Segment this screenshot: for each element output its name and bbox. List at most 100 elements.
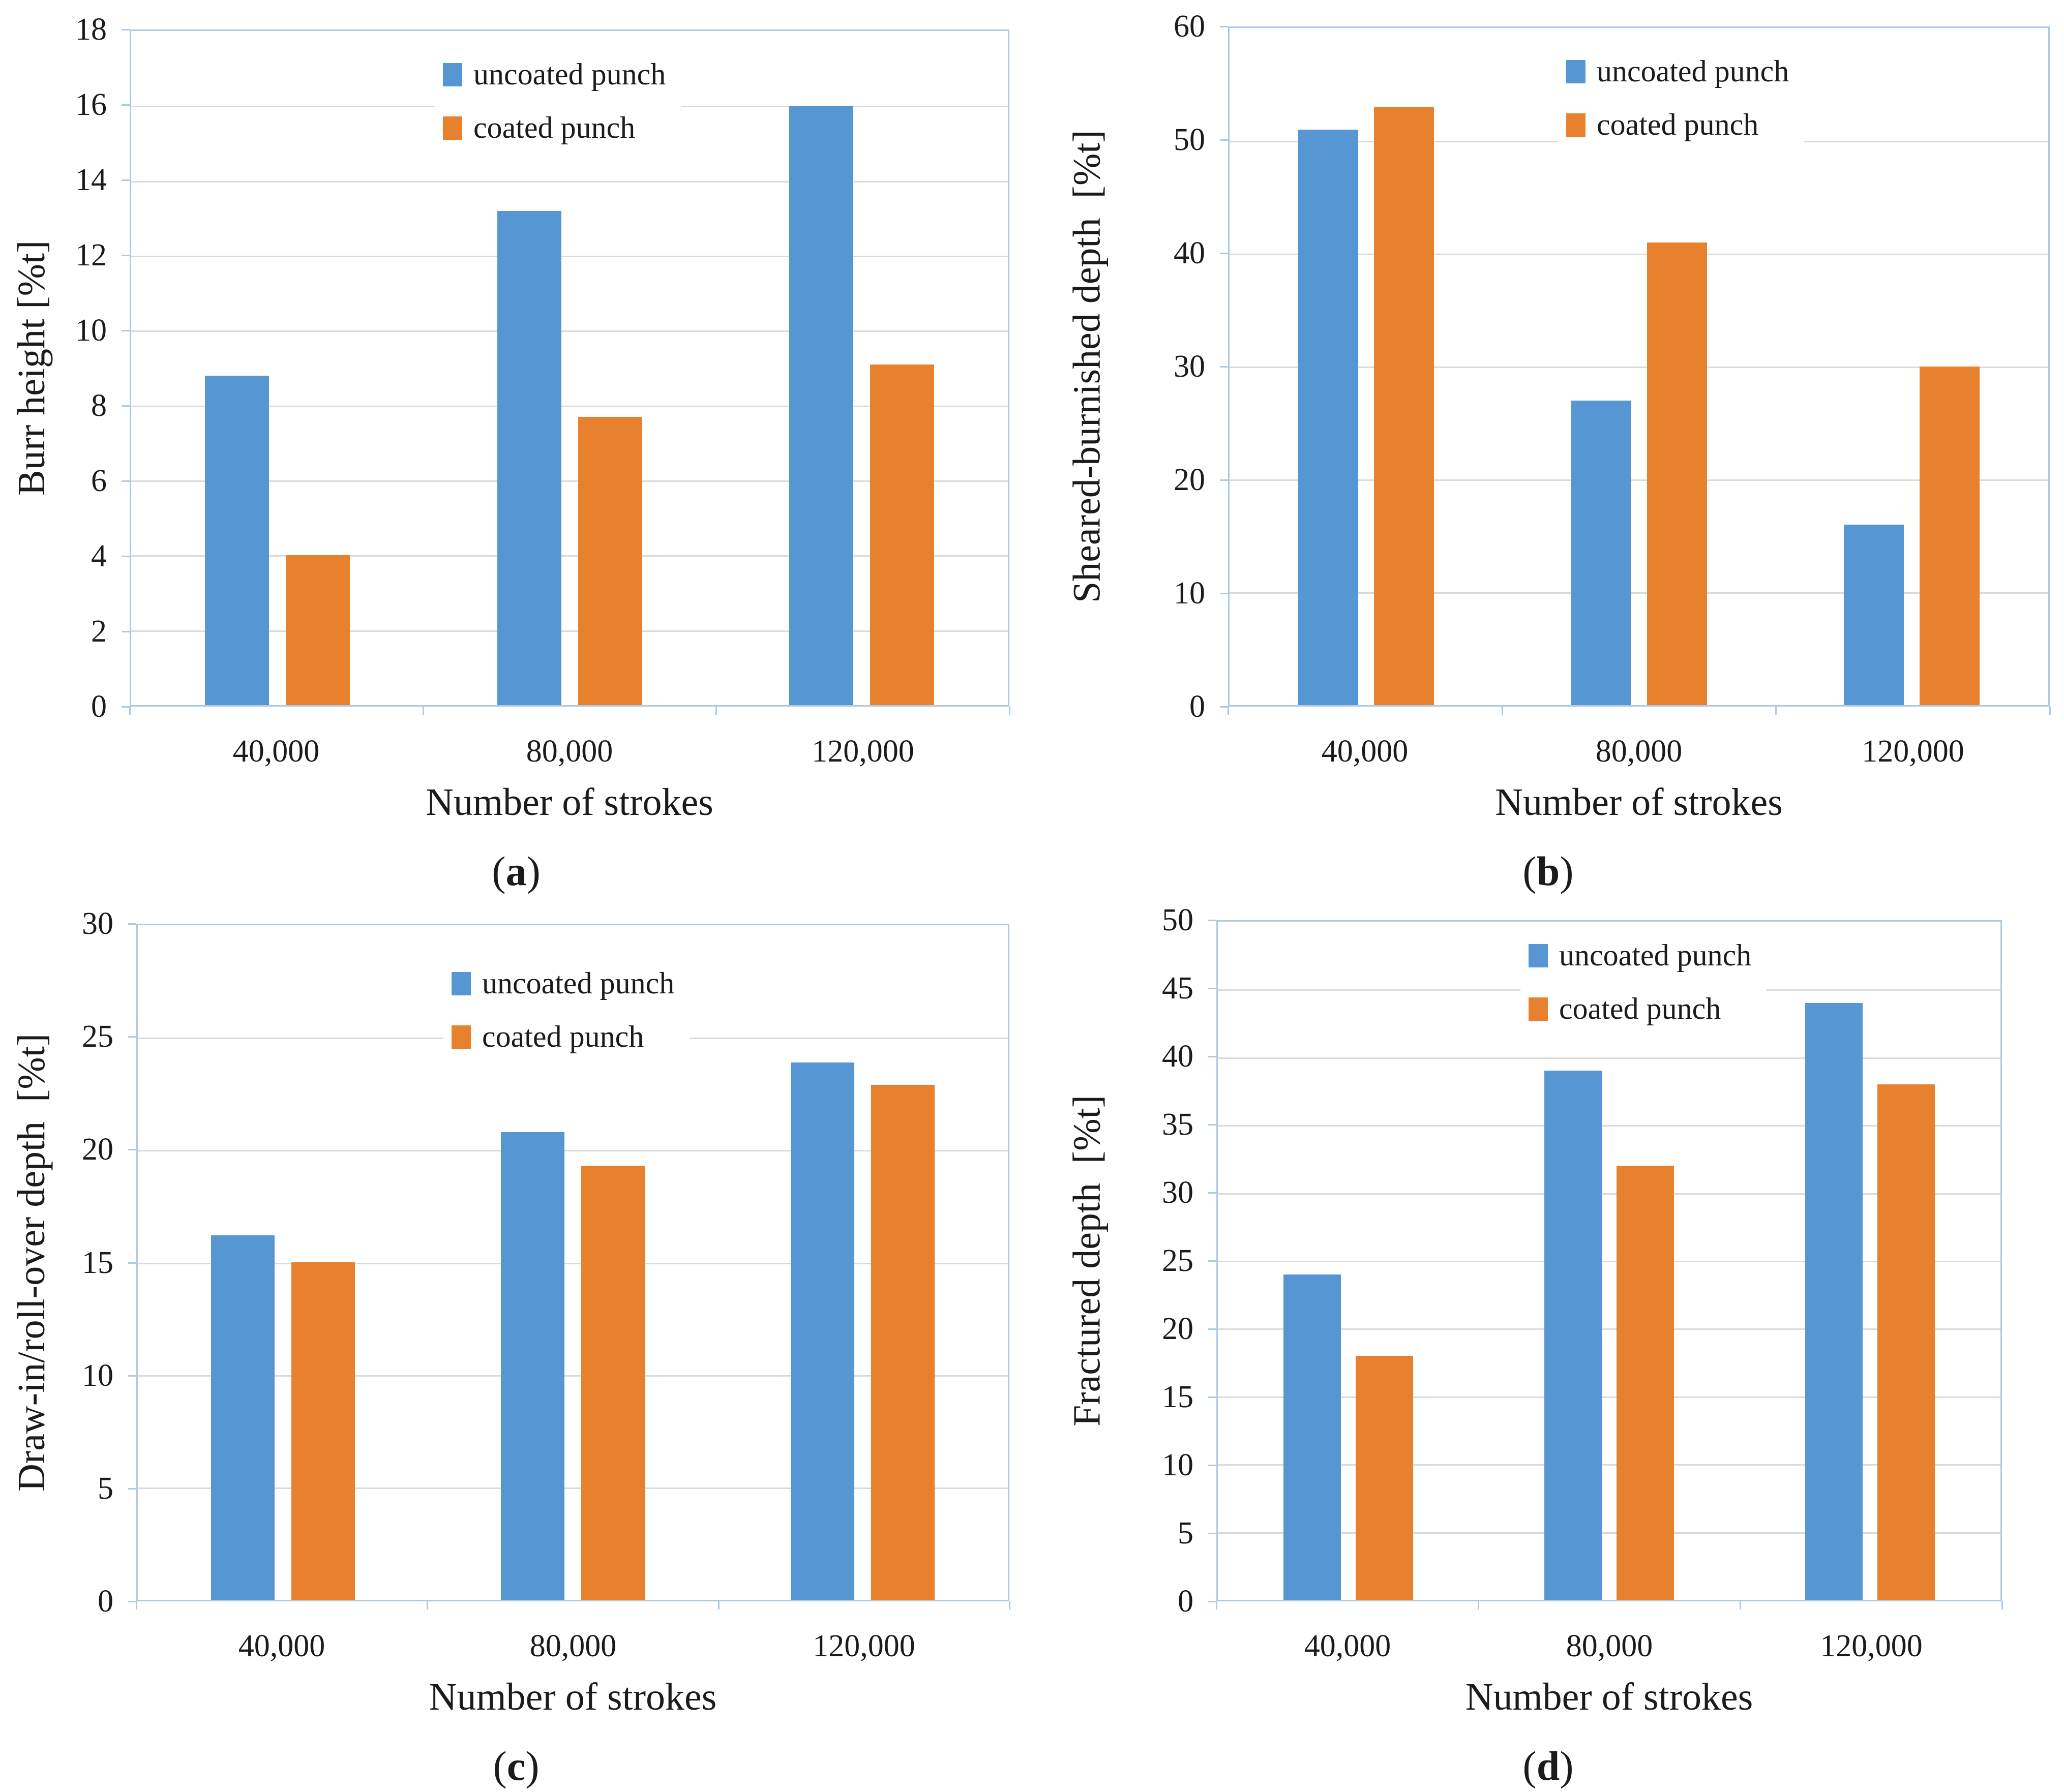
plot-area: uncoated punch coated punch: [1216, 920, 2002, 1601]
legend-item-uncoated-punch: uncoated punch: [443, 58, 666, 90]
x-tick-mark: [136, 1601, 137, 1609]
y-tick-mark: [1208, 1533, 1216, 1534]
y-tick-label: 45: [1162, 971, 1193, 1006]
legend-swatch-coated-icon: [452, 1025, 471, 1049]
y-tick-mark: [122, 330, 130, 331]
panel-letter-char: c: [506, 1743, 526, 1789]
x-tick-label: 40,000: [1304, 1629, 1391, 1663]
panel-letter-paren-open: (: [493, 1743, 507, 1789]
legend-item-coated-punch: coated punch: [452, 1021, 674, 1053]
bar-coated-40-000: [1374, 107, 1434, 705]
x-tick-label: 80,000: [1595, 734, 1683, 769]
x-tick-label: 80,000: [1566, 1629, 1653, 1663]
gridline: [131, 330, 1008, 332]
gridline: [1230, 367, 2048, 368]
x-tick-mark: [1009, 707, 1010, 715]
bar-uncoated-80-000: [1571, 401, 1631, 705]
x-tick-label: 120,000: [1862, 734, 1964, 769]
y-tick-mark: [1208, 1601, 1216, 1602]
legend-swatch-coated-icon: [1566, 113, 1586, 137]
y-tick-label: 35: [1162, 1107, 1193, 1142]
bar-coated-40-000: [286, 555, 350, 705]
x-axis-title: Number of strokes: [1465, 1676, 1753, 1718]
panel-letter-paren-close: ): [525, 1743, 540, 1789]
legend-label: uncoated punch: [1597, 54, 1789, 88]
y-tick-mark: [1208, 1260, 1216, 1262]
panel-c: uncoated punch coated punch 0 5 10 15 20 25 30 40…: [0, 896, 1032, 1792]
x-tick-mark: [2049, 707, 2051, 715]
x-tick-mark: [1009, 1601, 1010, 1609]
legend-item-uncoated-punch: uncoated punch: [1529, 939, 1751, 971]
y-tick-mark: [122, 556, 130, 557]
x-axis-title: Number of strokes: [429, 1676, 717, 1718]
y-tick-label: 60: [1174, 9, 1205, 44]
y-tick-mark: [1208, 1124, 1216, 1126]
y-tick-label: 0: [91, 689, 107, 724]
panel-letter-char: b: [1536, 848, 1560, 894]
gridline: [138, 1375, 1008, 1377]
bar-coated-40-000: [291, 1262, 355, 1600]
panel-letter-paren-open: (: [1522, 1743, 1537, 1789]
x-tick-label: 120,000: [813, 1629, 915, 1663]
y-tick-label: 5: [1178, 1516, 1193, 1551]
y-tick-mark: [122, 405, 130, 407]
legend-label: coated punch: [1559, 992, 1721, 1025]
y-tick-label: 30: [82, 906, 113, 941]
gridline: [1218, 1328, 2000, 1330]
bar-uncoated-40-000: [1298, 130, 1358, 705]
y-tick-label: 10: [82, 1358, 113, 1393]
panel-letter-paren-close: ): [526, 848, 541, 894]
y-tick-mark: [1208, 1192, 1216, 1194]
bar-coated-80-000: [1647, 242, 1707, 705]
x-tick-mark: [1228, 707, 1229, 715]
gridline: [131, 480, 1008, 482]
legend: uncoated punch coated punch: [1520, 932, 1767, 1036]
panel-letter-paren-close: ): [1560, 1743, 1574, 1789]
y-tick-mark: [1208, 1328, 1216, 1330]
legend-label: coated punch: [482, 1020, 644, 1053]
y-tick-label: 30: [1162, 1175, 1193, 1210]
gridline: [1230, 592, 2048, 594]
y-tick-mark: [1220, 479, 1228, 481]
x-tick-label: 80,000: [526, 734, 613, 769]
legend-swatch-uncoated-icon: [443, 63, 462, 86]
bar-coated-120-000: [871, 1085, 935, 1600]
panel-b: uncoated punch coated punch 0 10 20 30 40 50 60 4…: [1032, 0, 2064, 896]
y-tick-label: 10: [75, 313, 107, 348]
x-tick-mark: [423, 707, 424, 715]
x-tick-mark: [129, 707, 131, 715]
y-axis-title: Draw-in/roll-over depth [%t]: [10, 1033, 53, 1492]
legend-swatch-uncoated-icon: [1529, 944, 1548, 967]
y-axis-title: Burr height [%t]: [10, 240, 53, 496]
panel-letter-char: a: [505, 848, 527, 894]
gridline: [138, 1263, 1008, 1264]
plot-area: uncoated punch coated punch: [136, 924, 1009, 1601]
y-tick-mark: [122, 29, 130, 31]
legend-item-coated-punch: coated punch: [1529, 993, 1751, 1025]
y-tick-label: 20: [82, 1132, 113, 1167]
y-tick-mark: [128, 1036, 136, 1038]
gridline: [1230, 254, 2048, 255]
y-tick-mark: [122, 104, 130, 106]
x-tick-mark: [1216, 1601, 1217, 1609]
bar-uncoated-40-000: [1283, 1274, 1341, 1600]
bar-coated-40-000: [1356, 1356, 1413, 1600]
gridline: [1230, 479, 2048, 481]
y-tick-mark: [1220, 253, 1228, 254]
bar-coated-80-000: [1617, 1166, 1674, 1600]
y-tick-mark: [122, 255, 130, 256]
y-tick-mark: [1220, 366, 1228, 368]
y-tick-mark: [1208, 1056, 1216, 1057]
x-tick-mark: [715, 707, 717, 715]
y-tick-mark: [1208, 920, 1216, 921]
bar-uncoated-120-000: [789, 106, 853, 705]
y-tick-mark: [122, 631, 130, 632]
bar-coated-120-000: [1877, 1084, 1935, 1600]
gridline: [131, 406, 1008, 407]
y-axis-title: Fractured depth [%t]: [1065, 1095, 1109, 1427]
gridline: [1218, 1464, 2000, 1466]
gridline: [1218, 1261, 2000, 1262]
gridline: [138, 1487, 1008, 1489]
x-tick-mark: [1740, 1601, 1741, 1609]
x-axis-title: Number of strokes: [426, 781, 713, 824]
